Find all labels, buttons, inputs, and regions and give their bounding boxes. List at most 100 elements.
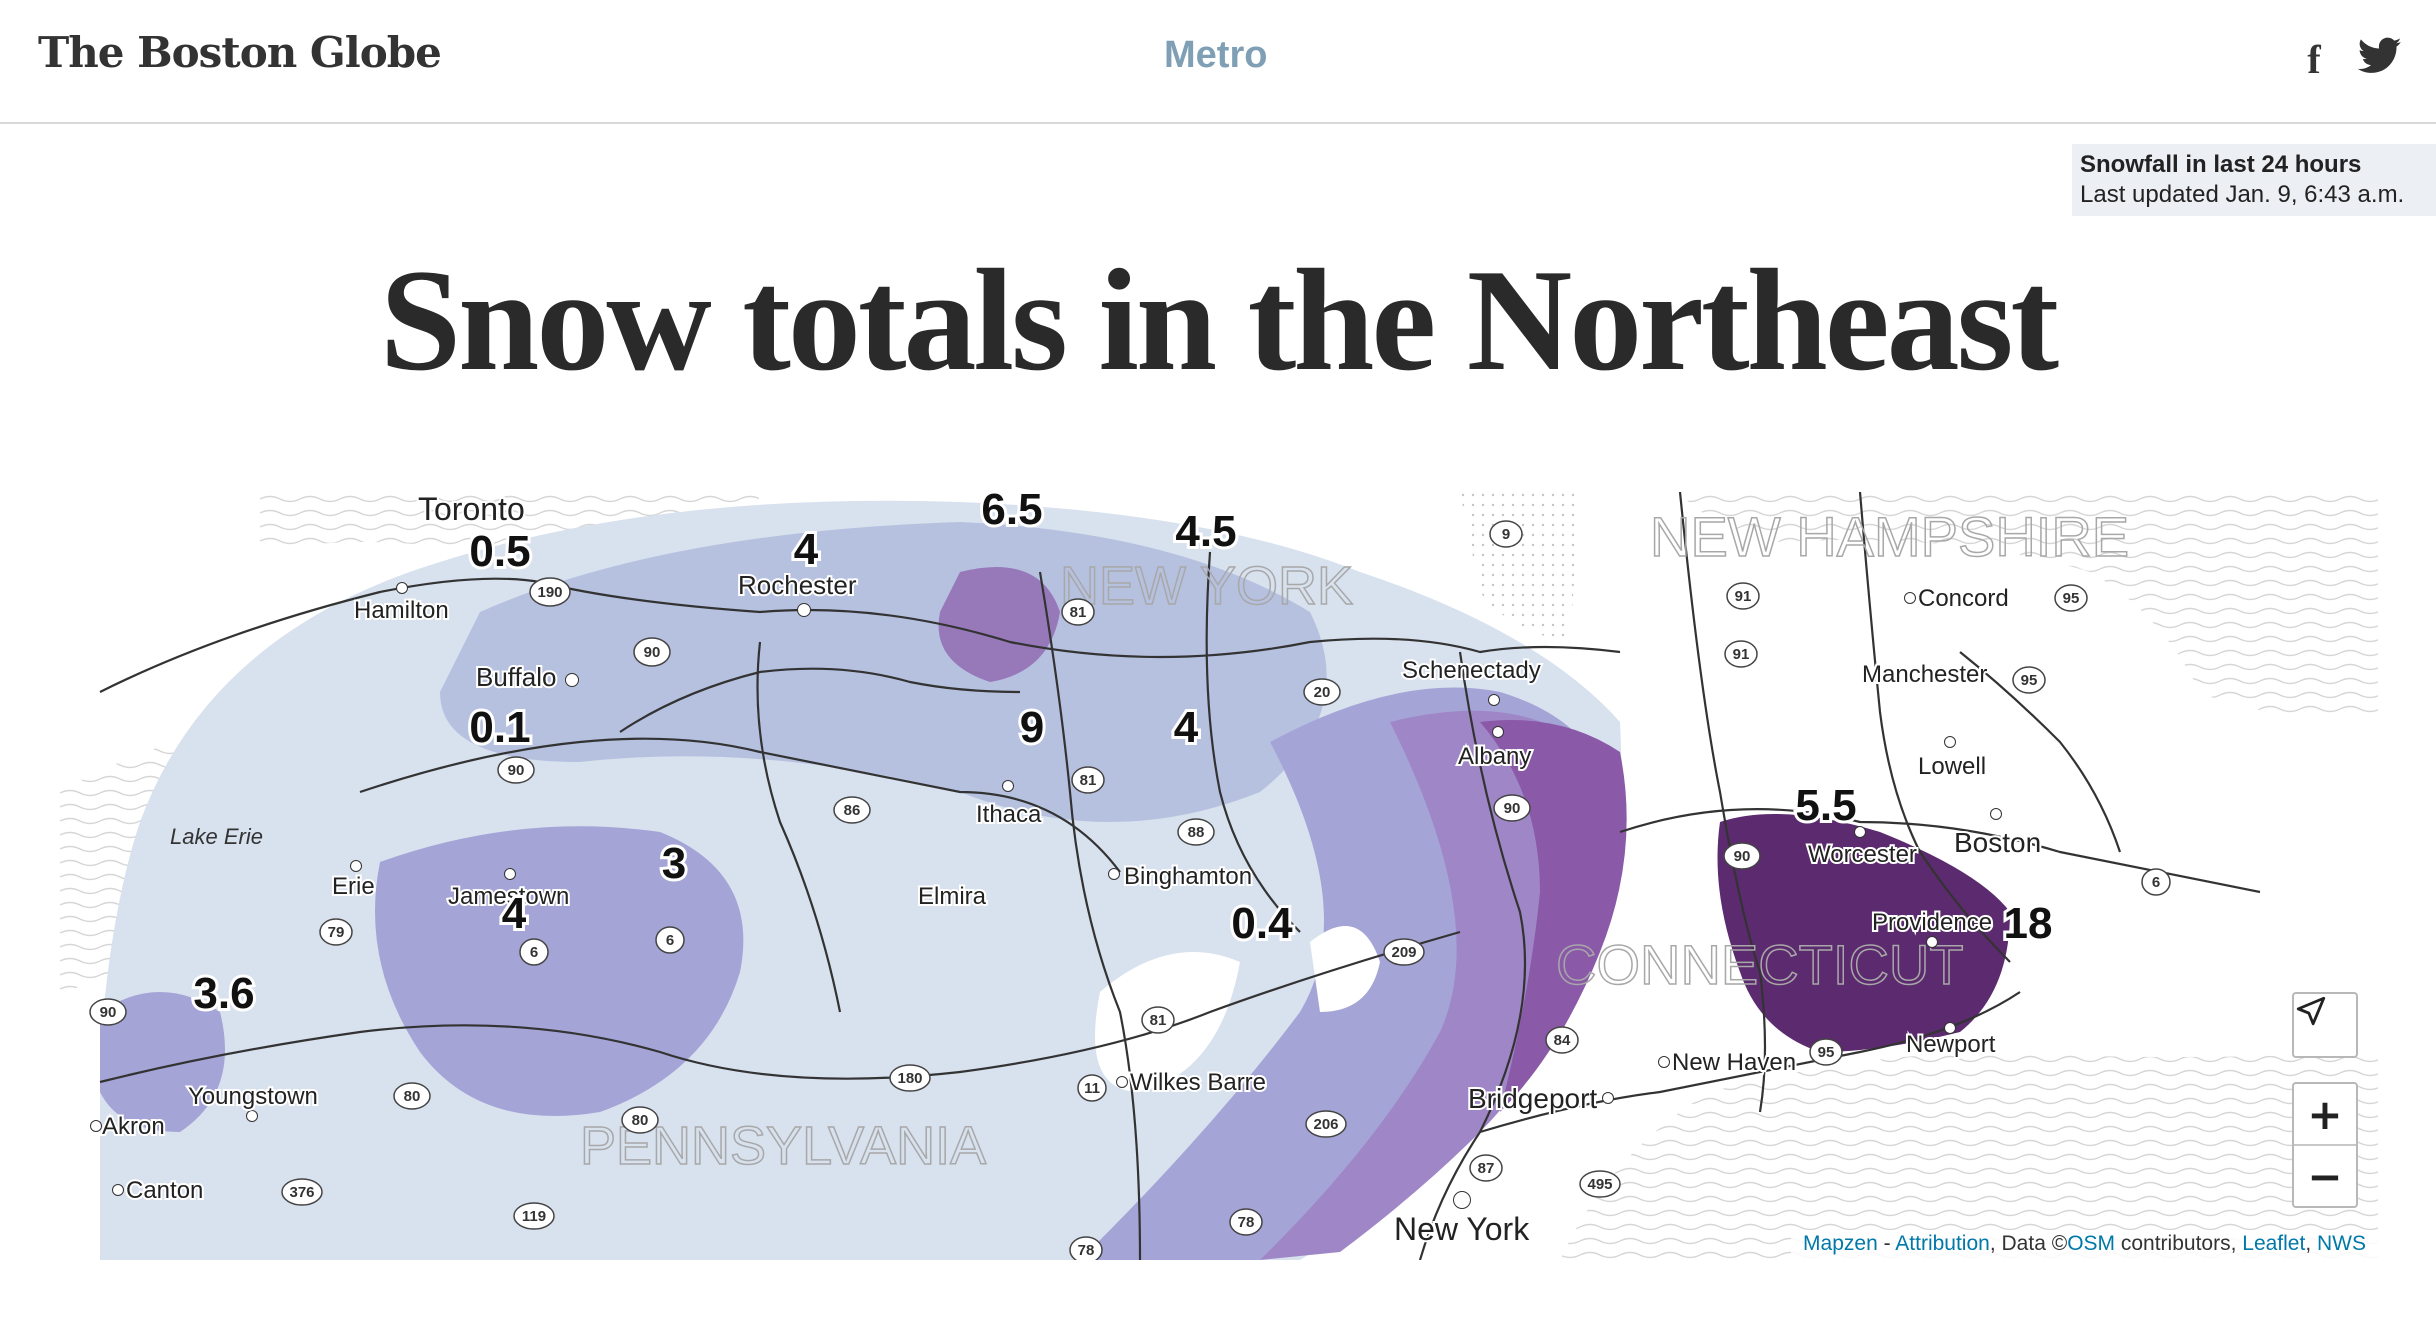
highway-number: 180 (897, 1070, 922, 1087)
locate-button[interactable] (2292, 992, 2358, 1058)
snow-total: 18 (2004, 899, 2053, 948)
highway-shield: 119 (513, 1202, 555, 1230)
highway-number: 6 (666, 932, 674, 949)
highway-shield: 20 (1303, 678, 1341, 706)
city-dot (1944, 736, 1956, 748)
highway-shield: 6 (655, 926, 685, 954)
highway-shield: 79 (319, 918, 353, 946)
highway-shield: 87 (1469, 1154, 1503, 1182)
snow-total: 9 (1020, 703, 1044, 752)
highway-number: 95 (2063, 590, 2080, 607)
highway-number: 9 (1502, 526, 1510, 543)
snow-total: 4 (1174, 703, 1199, 752)
page-title: Snow totals in the Northeast (379, 239, 2059, 401)
city-label: Canton (126, 1177, 203, 1204)
snow-total: 0.4 (1231, 899, 1293, 948)
city-label: Lowell (1918, 753, 1986, 780)
city-label: Wilkes Barre (1130, 1069, 1266, 1096)
highway-shield: 209 (1383, 938, 1425, 966)
highway-number: 80 (404, 1088, 421, 1105)
highway-number: 376 (289, 1184, 314, 1201)
city-dot (1492, 726, 1504, 738)
highway-shield: 78 (1229, 1208, 1263, 1236)
snowfall-info-box: Snowfall in last 24 hours Last updated J… (2072, 144, 2436, 216)
city-dot (1904, 592, 1916, 604)
snow-map[interactable]: NEW HAMPSHIRE NEW YORK CONNECTICUT PENNS… (60, 492, 2378, 1260)
city-label: Newport (1906, 1031, 1996, 1058)
attribution-link-attribution[interactable]: Attribution (1895, 1232, 1990, 1255)
attribution-text: , Data © (1989, 1232, 2068, 1255)
city-dot (1453, 1191, 1471, 1209)
highway-number: 79 (328, 924, 345, 941)
highway-shield: 91 (1726, 582, 1760, 610)
highway-shield: 91 (1724, 640, 1758, 668)
highway-shield: 84 (1545, 1026, 1579, 1054)
boston-globe-logo[interactable]: The Boston Globe (38, 28, 442, 77)
attribution-link-nws[interactable]: NWS (2317, 1232, 2366, 1255)
highway-shield: 90 (89, 998, 127, 1026)
facebook-icon[interactable]: f (2307, 37, 2321, 82)
highway-number: 86 (844, 802, 861, 819)
zoom-out-button[interactable]: − (2307, 1151, 2343, 1201)
highway-shield: 190 (529, 577, 571, 607)
twitter-icon[interactable] (2357, 36, 2402, 76)
city-label: Binghamton (1124, 863, 1252, 890)
snow-total-labels: 6.5 4.5 0.5 4 0.1 9 4 5.5 3 4 3.6 0.4 18 (190, 492, 2055, 1021)
city-label: Ithaca (976, 801, 1042, 828)
highway-number: 20 (1314, 684, 1331, 701)
highway-shields: 190 90 9 81 20 91 91 95 95 90 81 86 88 9… (89, 520, 2171, 1260)
highway-shield: 90 (633, 637, 671, 667)
snow-total: 6.5 (981, 492, 1042, 534)
highway-number: 81 (1070, 604, 1087, 621)
city-dot (797, 603, 811, 617)
snow-total: 3.6 (193, 969, 254, 1018)
highway-number: 78 (1078, 1242, 1095, 1259)
highway-number: 78 (1238, 1214, 1255, 1231)
highway-number: 11 (1084, 1080, 1100, 1097)
zoom-in-button[interactable]: + (2294, 1084, 2356, 1146)
map-canvas[interactable]: NEW HAMPSHIRE NEW YORK CONNECTICUT PENNS… (60, 492, 2378, 1260)
city-dot (1926, 936, 1938, 948)
highway-number: 90 (100, 1004, 117, 1021)
city-dot (1854, 826, 1866, 838)
highway-shield: 81 (1061, 598, 1095, 626)
city-label: Youngstown (188, 1083, 318, 1110)
attribution-text: , (2305, 1232, 2317, 1255)
city-dot (350, 860, 362, 872)
city-label: Worcester (1808, 841, 1917, 868)
snow-total: 5.5 (1795, 781, 1856, 830)
highway-number: 81 (1080, 772, 1097, 789)
city-label: New Haven (1672, 1049, 1796, 1076)
attribution-text: - (1877, 1232, 1896, 1255)
highway-number: 209 (1391, 944, 1416, 961)
city-label: New York (1394, 1211, 1530, 1247)
city-markers: Toronto Hamilton Rochester Buffalo Schen… (90, 492, 2043, 1249)
city-label: Erie (332, 873, 375, 900)
attribution-link-osm[interactable]: OSM (2067, 1232, 2116, 1255)
highway-shield: 95 (2012, 666, 2046, 694)
highway-number: 206 (1313, 1116, 1338, 1133)
attribution-link-mapzen[interactable]: Mapzen (1803, 1232, 1878, 1255)
city-dot (1488, 694, 1500, 706)
attribution-link-leaflet[interactable]: Leaflet (2242, 1232, 2306, 1255)
snow-total: 0.5 (469, 527, 530, 576)
highway-number: 81 (1150, 1012, 1167, 1029)
highway-shield: 206 (1305, 1110, 1347, 1138)
city-dot (1002, 780, 1014, 792)
info-title: Snowfall in last 24 hours (2080, 151, 2362, 178)
highway-shield: 88 (1177, 818, 1215, 846)
highway-number: 90 (644, 644, 661, 661)
city-dot (1944, 1022, 1956, 1034)
state-label: CONNECTICUT (1556, 933, 1964, 996)
highway-shield: 78 (1069, 1236, 1103, 1260)
highway-shield: 95 (2054, 584, 2088, 612)
section-link-metro[interactable]: Metro (1164, 34, 1268, 76)
city-label: Hamilton (354, 597, 449, 624)
city-label: Manchester (1862, 661, 1987, 688)
highway-shield: 180 (889, 1064, 931, 1092)
highway-number: 6 (530, 944, 538, 961)
city-label: Elmira (918, 883, 987, 910)
highway-shield: 90 (1723, 842, 1761, 870)
city-label: Toronto (418, 492, 525, 527)
snow-total: 0.1 (469, 703, 530, 752)
